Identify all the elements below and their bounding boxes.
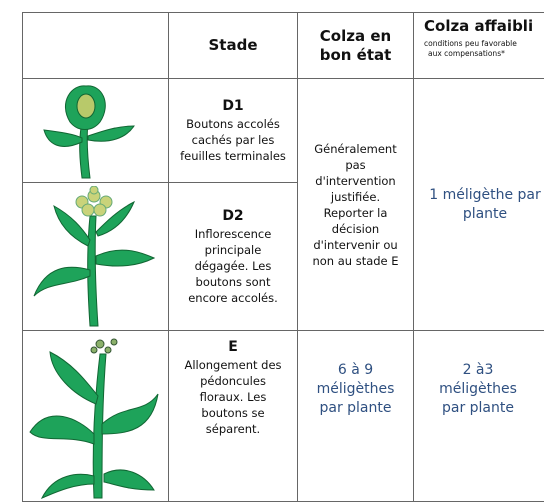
stade-label: D1 [222, 97, 244, 114]
stade-cell: D2 Inflorescence principale dégagée. Les… [168, 182, 298, 331]
stade-cell: E Allongement des pédoncules floraux. Le… [168, 330, 298, 502]
bon-etat-text: Généralement pas d'intervention justifié… [312, 141, 399, 268]
bon-etat-cell: Généralement pas d'intervention justifié… [297, 78, 414, 331]
header-empty [22, 12, 169, 79]
header-cell: Stade [168, 12, 298, 79]
header-bon-etat: Colza en bon état [319, 26, 392, 64]
header-note: aux compensations* [428, 49, 505, 58]
plant-d2 [33, 186, 156, 327]
header-cell: Colza en bon état [297, 12, 414, 79]
plant-d1 [43, 85, 135, 179]
bon-etat-cell: 6 à 9 méligèthes par plante [297, 330, 414, 502]
stade-label: E [228, 339, 238, 355]
bon-etat-count: 6 à 9 méligèthes par plante [316, 362, 395, 416]
header-cell: Colza affaibli conditions peu favorable … [413, 12, 544, 79]
stade-description: Allongement des pédoncules floraux. Les … [184, 358, 282, 436]
stade-cell: D1 Boutons accolés cachés par les feuill… [168, 78, 298, 183]
header-stade: Stade [208, 36, 258, 54]
header-note: conditions peu favorable [424, 39, 517, 48]
affaibli-count: 2 à3 méligèthes par plante [439, 362, 517, 416]
affaibli-count: 1 méligèthe par plante [429, 186, 541, 222]
affaibli-cell: 2 à3 méligèthes par plante [413, 330, 544, 502]
stade-description: Boutons accolés cachés par les feuilles … [180, 116, 286, 163]
stade-label: D2 [222, 207, 244, 224]
plant-e [29, 338, 159, 499]
affaibli-cell: 1 méligèthe par plante [413, 78, 544, 331]
stade-description: Inflorescence principale dégagée. Les bo… [188, 226, 278, 305]
header-affaibli: Colza affaibli [424, 17, 534, 35]
